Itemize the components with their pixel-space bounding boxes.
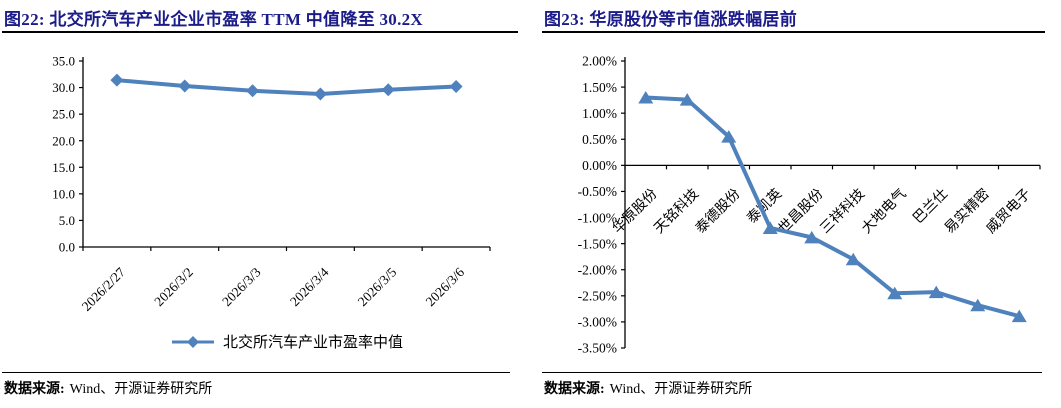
diamond-data-marker bbox=[110, 73, 124, 87]
category-label: 2026/3/2 bbox=[151, 265, 196, 310]
y-axis-tick-label: 15.0 bbox=[52, 160, 75, 175]
figure-22-source-value: Wind、开源证券研究所 bbox=[69, 382, 213, 397]
triangle-data-marker bbox=[762, 221, 778, 234]
y-axis-tick-label: 2.00% bbox=[582, 54, 617, 69]
figure-23-data-source: 数据来源: Wind、开源证券研究所 bbox=[544, 378, 752, 398]
y-axis-tick-label: 0.50% bbox=[582, 132, 617, 147]
diamond-data-marker bbox=[178, 79, 192, 93]
y-axis-tick-label: -2.50% bbox=[578, 289, 617, 304]
diamond-data-marker bbox=[313, 87, 327, 101]
y-axis-tick-label: 1.50% bbox=[582, 80, 617, 95]
category-label: 天铭科技 bbox=[651, 186, 702, 237]
triangle-data-marker bbox=[638, 91, 654, 104]
category-label: 威贸电子 bbox=[983, 186, 1034, 237]
triangle-data-marker bbox=[721, 130, 737, 143]
figure-23-title-underline bbox=[542, 31, 1045, 33]
market-cap-change-line-chart: 2.00% 1.50% 1.00% 0.50% 0.00% -0.50% -1.00% -1.… bbox=[578, 54, 1041, 356]
category-label: 2026/2/27 bbox=[79, 264, 128, 313]
y-axis-tick-label: 10.0 bbox=[52, 186, 75, 201]
pe-ttm-line-chart: 35.0 30.0 25.0 20.0 15.0 10.0 5.0 0.0 2026/2/27 2… bbox=[52, 54, 491, 314]
triangle-data-marker bbox=[804, 230, 820, 244]
category-label: 三祥科技 bbox=[817, 186, 868, 237]
y-axis-tick-label: 35.0 bbox=[52, 54, 75, 69]
figure-22-legend-label: 北交所汽车产业市盈率中值 bbox=[222, 335, 403, 351]
category-label: 巴兰仕 bbox=[910, 186, 951, 227]
diamond-data-marker bbox=[246, 84, 260, 98]
category-label: 2026/3/6 bbox=[423, 264, 468, 309]
figure-23-source-value: Wind、开源证券研究所 bbox=[609, 382, 753, 397]
legend-line-diamond-icon bbox=[171, 335, 214, 348]
series-line bbox=[114, 78, 459, 96]
figure-23-title: 图23: 华原股份等市值涨跌幅居前 bbox=[544, 10, 798, 29]
figure-22-panel: 图22: 北交所汽车产业企业市盈率 TTM 中值降至 30.2X 35.0 30.… bbox=[0, 0, 530, 408]
y-axis-tick-label: 5.0 bbox=[59, 213, 75, 228]
diamond-data-marker bbox=[381, 83, 395, 97]
y-axis-tick-label: -0.50% bbox=[578, 184, 617, 199]
category-label: 华原股份 bbox=[610, 186, 661, 237]
diamond-data-marker bbox=[449, 80, 463, 94]
figure-23-panel: 图23: 华原股份等市值涨跌幅居前 2.00% 1.50% 1.00% 0.50% 0.… bbox=[540, 0, 1061, 408]
category-label: 2026/3/5 bbox=[355, 264, 400, 309]
y-axis-tick-label: 1.00% bbox=[582, 106, 617, 121]
triangle-data-marker bbox=[928, 285, 944, 299]
y-axis-tick-label: -1.50% bbox=[578, 236, 617, 251]
category-label: 易实精密 bbox=[941, 185, 993, 237]
y-axis-tick-label: 0.0 bbox=[59, 240, 75, 255]
figure-23-source-label: 数据来源: bbox=[544, 382, 605, 397]
category-label: 大地电气 bbox=[859, 186, 910, 237]
category-label: 泰凯英 bbox=[743, 185, 785, 227]
figure-22-data-source: 数据来源: Wind、开源证券研究所 bbox=[4, 378, 212, 398]
triangle-data-marker bbox=[1011, 309, 1027, 323]
y-axis-tick-label: -3.50% bbox=[578, 341, 617, 356]
y-axis-tick-label: -3.00% bbox=[578, 315, 617, 330]
y-axis-tick-label: 25.0 bbox=[52, 107, 75, 122]
figure-23-source-divider bbox=[542, 372, 1042, 373]
figure-22-title-underline bbox=[2, 31, 518, 33]
y-axis-tick-label: -1.00% bbox=[578, 210, 617, 225]
figure-22-source-label: 数据来源: bbox=[4, 382, 65, 397]
triangle-data-marker bbox=[970, 298, 986, 312]
category-label: 2026/3/4 bbox=[287, 264, 332, 309]
figure-22-legend: 北交所汽车产业市盈率中值 bbox=[83, 331, 490, 352]
category-label: 泰德股份 bbox=[693, 186, 744, 237]
y-axis-tick-label: 0.00% bbox=[582, 158, 617, 173]
triangle-data-marker bbox=[887, 286, 903, 300]
triangle-data-marker bbox=[845, 252, 861, 266]
category-label: 2026/3/3 bbox=[219, 264, 264, 309]
figure-22-title: 图22: 北交所汽车产业企业市盈率 TTM 中值降至 30.2X bbox=[4, 10, 424, 29]
y-axis-tick-label: 30.0 bbox=[52, 80, 75, 95]
y-axis-tick-label: 20.0 bbox=[52, 133, 75, 148]
y-axis-tick-label: -2.00% bbox=[578, 262, 617, 277]
triangle-data-marker bbox=[679, 93, 695, 106]
legend-diamond-marker bbox=[186, 335, 199, 348]
series-line bbox=[643, 95, 1022, 319]
figure-22-source-divider bbox=[2, 372, 510, 373]
